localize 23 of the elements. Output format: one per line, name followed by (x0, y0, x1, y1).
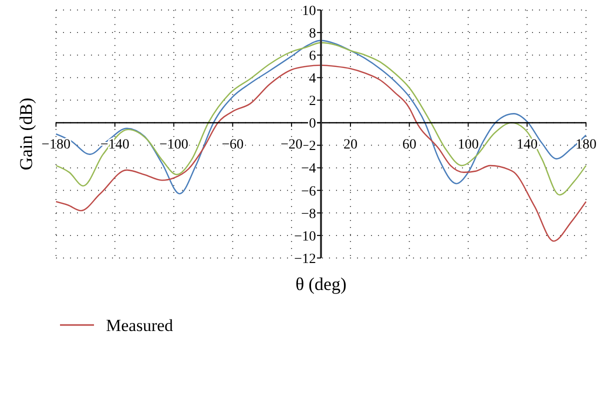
x-tick-label: 20 (343, 138, 358, 153)
x-axis-title: θ (deg) (295, 274, 347, 294)
y-tick-label: 0 (309, 116, 316, 132)
y-tick-label: 2 (309, 94, 316, 110)
x-tick-label: 100 (458, 138, 479, 153)
y-tick-label: 8 (309, 26, 316, 42)
x-tick-label: 180 (576, 138, 596, 153)
y-tick-label: −12 (294, 252, 316, 267)
y-tick-label: −4 (301, 162, 316, 177)
legend-label: Measured (106, 316, 174, 335)
x-tick-label: −60 (222, 138, 244, 153)
y-tick-label: −10 (294, 229, 316, 244)
x-tick-label: 60 (402, 138, 416, 153)
x-tick-label: −100 (159, 138, 188, 153)
y-tick-label: 4 (309, 72, 316, 87)
y-tick-label: −8 (301, 206, 316, 222)
y-tick-label: −6 (301, 184, 316, 200)
x-tick-label: −180 (42, 138, 70, 153)
y-axis-title: Gain (dB) (16, 98, 36, 170)
x-tick-label: −20 (280, 138, 303, 153)
y-tick-label: 6 (309, 48, 316, 64)
y-tick-label: 10 (302, 4, 316, 19)
y-tick-label: −2 (301, 139, 316, 154)
